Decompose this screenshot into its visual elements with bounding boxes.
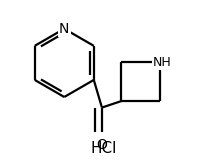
Text: HCl: HCl	[90, 141, 116, 156]
Text: N: N	[59, 22, 69, 36]
Text: NH: NH	[153, 56, 171, 69]
Text: O: O	[96, 138, 107, 152]
